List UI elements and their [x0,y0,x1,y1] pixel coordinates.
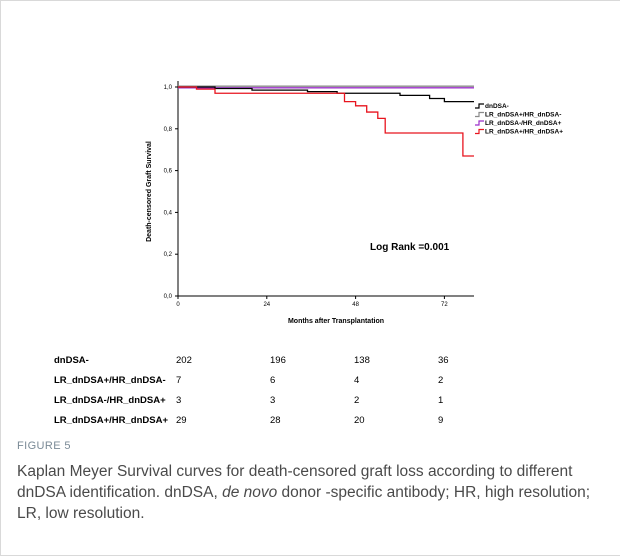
caption-text-end: donor -specific antibody; HR, high resol… [17,484,590,522]
risk-value: 2 [438,375,444,386]
risk-value: 1 [438,395,444,406]
x-tick-label: 48 [352,302,359,308]
risk-row: LR_dnDSA-/HR_dnDSA+ 3 3 2 1 [54,392,524,412]
risk-value: 202 [176,355,192,366]
y-axis-label: Death-censored Graft Survival [146,141,153,242]
number-at-risk-table: dnDSA- 202 196 138 36 LR_dnDSA+/HR_dnDSA… [54,352,524,432]
risk-value: 138 [354,355,370,366]
y-tick-label: 0,0 [164,294,173,300]
caption-italic-text: de novo [222,484,278,501]
risk-value: 29 [176,415,187,426]
risk-value: 4 [354,375,360,386]
legend-label: LR_dnDSA+/HR_dnDSA- [485,112,561,119]
risk-row: LR_dnDSA+/HR_dnDSA- 7 6 4 2 [54,372,524,392]
risk-value: 3 [270,395,276,406]
frame-border-left [0,0,1,556]
risk-row: dnDSA- 202 196 138 36 [54,352,524,372]
x-axis-label: Months after Transplantation [288,318,384,325]
risk-row-label: dnDSA- [54,355,89,366]
caption-text: Kaplan Meyer Survival curves for death-c… [17,463,573,501]
x-tick-label: 72 [441,302,448,308]
legend-label: LR_dnDSA-/HR_dnDSA+ [485,120,562,127]
risk-value: 20 [354,415,365,426]
x-tick-label: 0 [176,302,180,308]
log-rank-annotation: Log Rank =0.001 [370,242,450,253]
risk-value: 6 [270,375,276,386]
legend-swatch [475,111,484,118]
series-line [178,86,474,103]
series-line [178,86,474,157]
risk-value: 7 [176,375,182,386]
figure-label: FIGURE 5 [17,440,71,452]
risk-value: 9 [438,415,444,426]
risk-value: 28 [270,415,281,426]
y-tick-label: 1,0 [164,85,173,91]
risk-row-label: LR_dnDSA+/HR_dnDSA+ [54,415,169,426]
y-tick-label: 0,4 [164,210,173,216]
risk-value: 196 [270,355,286,366]
legend-swatch [475,120,484,126]
y-tick-label: 0,2 [164,252,173,258]
y-tick-label: 0,8 [164,127,173,133]
risk-row: LR_dnDSA+/HR_dnDSA+ 29 28 20 9 [54,412,524,432]
frame-border-top [0,0,620,1]
legend-label: LR_dnDSA+/HR_dnDSA+ [485,129,563,136]
risk-value: 2 [354,395,360,406]
legend-swatch [475,128,484,135]
x-tick-label: 24 [263,302,270,308]
figure-caption: Kaplan Meyer Survival curves for death-c… [17,461,612,524]
risk-value: 3 [176,395,182,406]
kaplan-meier-chart: 0,0 0,2 0,4 0,6 0,8 1,0 0 24 48 72 Months after Tr… [146,81,563,325]
y-tick-label: 0,6 [164,169,173,175]
legend-label: dnDSA- [485,103,509,110]
risk-value: 36 [438,355,449,366]
legend-swatch [475,103,484,109]
risk-row-label: LR_dnDSA+/HR_dnDSA- [54,375,166,386]
risk-row-label: LR_dnDSA-/HR_dnDSA+ [54,395,166,406]
